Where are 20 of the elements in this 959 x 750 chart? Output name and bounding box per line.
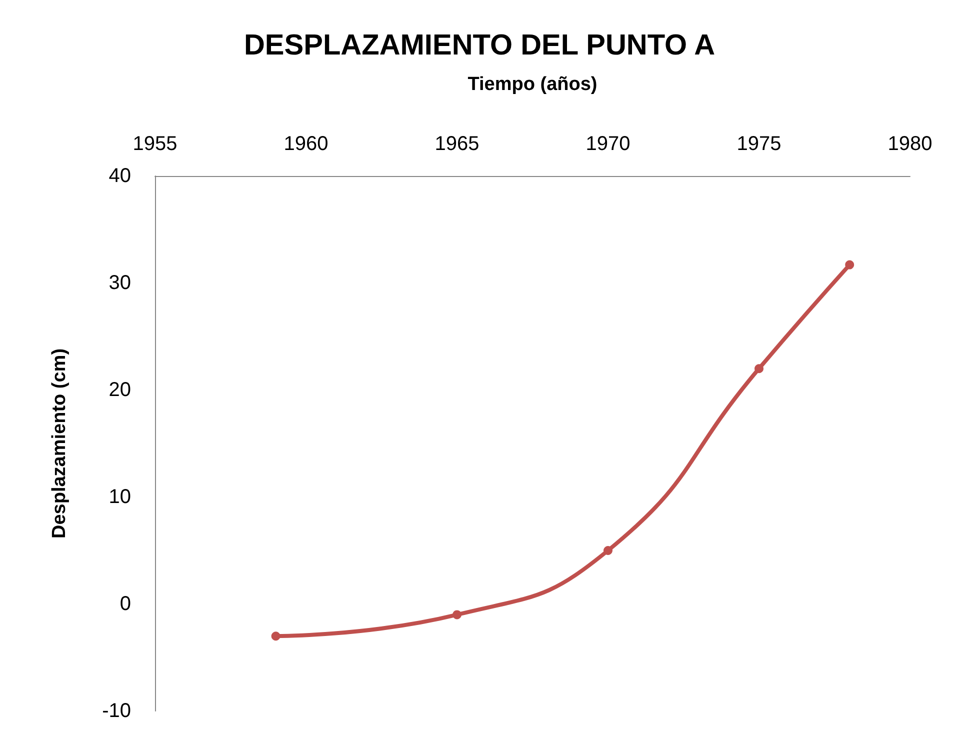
y-axis-title: Desplazamiento (cm) xyxy=(49,348,70,539)
point xyxy=(271,632,280,641)
point xyxy=(754,364,764,374)
point xyxy=(452,610,462,620)
x-tick-label: 1975 xyxy=(736,133,782,155)
y-tick-label: 30 xyxy=(108,272,131,294)
x-tick-label: 1965 xyxy=(434,133,480,155)
y-tick-label: 20 xyxy=(108,379,131,401)
chart-title: DESPLAZAMIENTO DEL PUNTO A xyxy=(244,30,716,62)
point xyxy=(845,260,854,270)
y-tick-label: 10 xyxy=(108,486,131,508)
y-tick-label: -10 xyxy=(102,700,131,722)
x-tick-label: 1960 xyxy=(284,133,328,155)
x-tick-label: 1955 xyxy=(132,133,178,155)
x-axis-title: Tiempo (años) xyxy=(468,74,598,95)
x-tick-label: 1970 xyxy=(586,133,630,155)
point xyxy=(604,546,612,555)
y-tick-label: 40 xyxy=(108,165,131,187)
x-tick-label: 1980 xyxy=(888,133,932,155)
y-tick-label: 0 xyxy=(120,593,131,615)
